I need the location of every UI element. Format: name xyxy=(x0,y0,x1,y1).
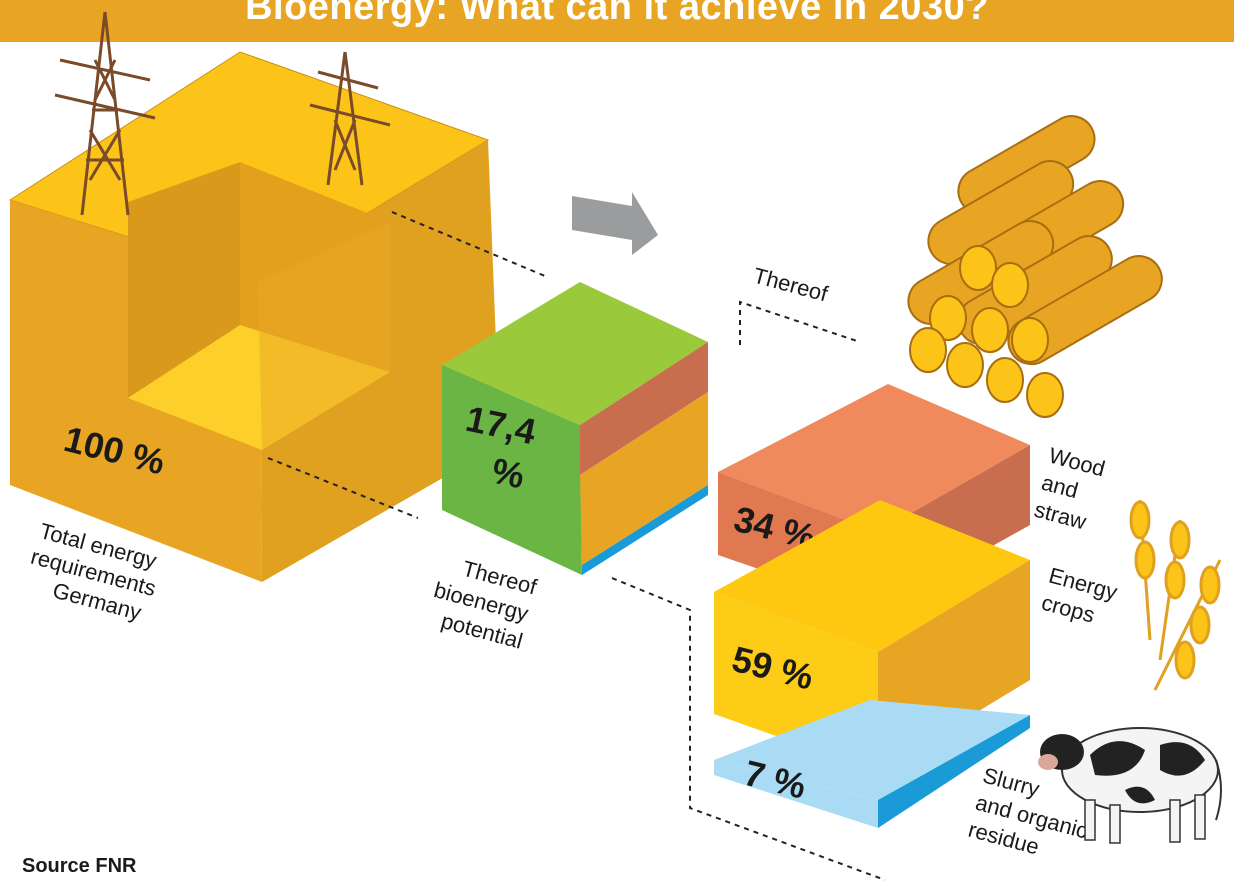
wood-label: Wood and straw xyxy=(1032,443,1108,535)
bioenergy-potential-cube: 17,4 % xyxy=(442,282,708,575)
total-energy-block: 100 % xyxy=(8,51,500,582)
total-label: Total energy requirements Germany xyxy=(28,518,159,625)
wheat-icon xyxy=(1129,499,1222,691)
wood-label-line: straw xyxy=(1032,497,1089,535)
source-credit: Source FNR xyxy=(22,855,137,877)
arrow-right-icon xyxy=(572,192,658,255)
power-pylon-icon xyxy=(309,51,391,186)
thereof-label: Thereof xyxy=(751,263,832,307)
title-banner: Bioenergy: What can it achieve in 2030? xyxy=(0,0,1234,42)
potential-label: Thereof bioenergy potential xyxy=(431,556,540,654)
cow-icon xyxy=(1038,727,1222,844)
log-pile-icon xyxy=(907,115,1163,418)
power-pylon-icon xyxy=(54,11,156,216)
crops-label: Energy crops xyxy=(1039,563,1120,628)
infographic-title: Bioenergy: What can it achieve in 2030? xyxy=(245,0,989,28)
energy-crops-slab: 59 % xyxy=(714,500,1030,772)
dashed-connectors xyxy=(267,211,886,881)
